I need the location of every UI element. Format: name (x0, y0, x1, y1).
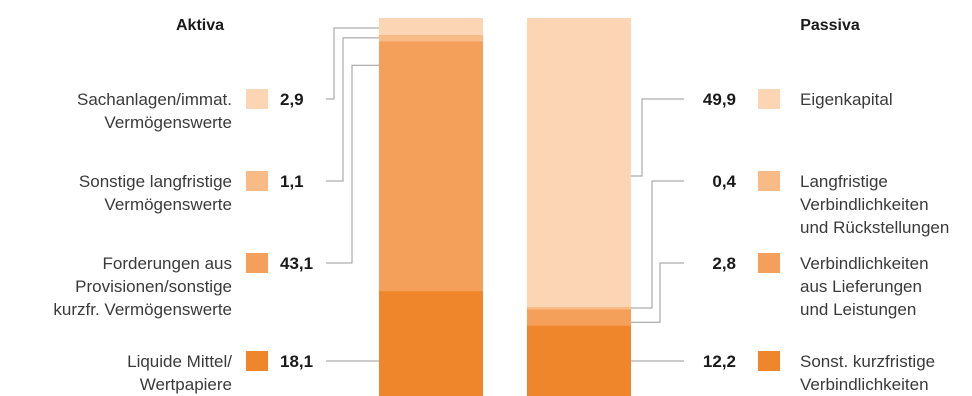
passiva-langfristige-value: 0,4 (712, 172, 736, 191)
passiva-sonst-kurzfristige-label-line: Sonst. kurzfristige (800, 352, 935, 371)
aktiva-sachanlagen-immat-label-line: Vermögenswerte (104, 113, 232, 132)
passiva-title: Passiva (800, 17, 860, 34)
passiva-bar-segment-langfristige (527, 306, 631, 310)
passiva-verbindlichkeiten-label-line: Verbindlichkeiten (800, 254, 929, 273)
passiva-verbindlichkeiten-label-line: aus Lieferungen (800, 277, 922, 296)
passiva-verbindlichkeiten-swatch (758, 253, 780, 273)
passiva-sonst-kurzfristige-value: 12,2 (703, 352, 736, 371)
aktiva-sachanlagen-immat-label-line: Sachanlagen/immat. (77, 90, 232, 109)
aktiva-sonstige-langfristige-value: 1,1 (280, 172, 304, 191)
aktiva-liquide-mittel-value: 18,1 (280, 352, 313, 371)
passiva-bar-segment-eigenkapital (527, 18, 631, 307)
passiva-bar-segment-verbindlichkeiten (527, 309, 631, 326)
passiva-verbindlichkeiten-value: 2,8 (712, 254, 736, 273)
aktiva-bar-segment-liquide-mittel (379, 291, 483, 396)
aktiva-sonstige-langfristige-label-line: Sonstige langfristige (79, 172, 232, 191)
aktiva-liquide-mittel-label-line: Liquide Mittel/ (127, 352, 232, 371)
aktiva-sonstige-langfristige-connector (326, 37, 379, 182)
aktiva-sachanlagen-immat-value: 2,9 (280, 90, 304, 109)
aktiva-forderungen-aus-value: 43,1 (280, 254, 313, 273)
passiva-langfristige-label-line: Verbindlichkeiten (800, 195, 929, 214)
aktiva-sachanlagen-immat-connector (326, 27, 379, 100)
bars-group (379, 18, 631, 396)
aktiva-bar-segment-forderungen-aus (379, 41, 483, 292)
aktiva-forderungen-aus-swatch (246, 253, 268, 273)
aktiva-forderungen-aus-label-line: kurzfr. Vermögenswerte (53, 300, 232, 319)
passiva-langfristige-label-line: Langfristige (800, 172, 888, 191)
passiva-eigenkapital-value: 49,9 (703, 90, 736, 109)
aktiva-liquide-mittel-swatch (246, 351, 268, 371)
passiva-eigenkapital-connector (631, 98, 684, 177)
passiva-verbindlichkeiten-connector (631, 262, 684, 323)
aktiva-sonstige-langfristige-swatch (246, 171, 268, 191)
passiva-sonst-kurzfristige-label-line: Verbindlichkeiten (800, 375, 929, 394)
aktiva-sachanlagen-immat-swatch (246, 89, 268, 109)
passiva-bar-segment-sonst-kurzfristige (527, 325, 631, 396)
aktiva-bar-segment-sonstige-langfristige (379, 34, 483, 42)
aktiva-bar-segment-sachanlagen-immat (379, 18, 483, 35)
aktiva-sonstige-langfristige-label-line: Vermögenswerte (104, 195, 232, 214)
aktiva-legend: Sachanlagen/immat. Vermögenswerte 2,9 Sonst… (53, 27, 379, 394)
passiva-langfristige-label-line: und Rückstellungen (800, 218, 949, 237)
passiva-verbindlichkeiten-label-line: und Leistungen (800, 300, 916, 319)
aktiva-forderungen-aus-label-line: Provisionen/sonstige (75, 277, 232, 296)
aktiva-forderungen-aus-connector (326, 64, 379, 264)
aktiva-liquide-mittel-label-line: Wertpapiere (140, 375, 232, 394)
passiva-langfristige-connector (631, 180, 684, 309)
aktiva-title: Aktiva (176, 17, 224, 34)
passiva-legend: 49,9 Eigenkapital 0,4 Langfristige Verbindli… (631, 89, 949, 394)
passiva-sonst-kurzfristige-swatch (758, 351, 780, 371)
passiva-eigenkapital-label-line: Eigenkapital (800, 90, 893, 109)
aktiva-forderungen-aus-label-line: Forderungen aus (103, 254, 232, 273)
passiva-eigenkapital-swatch (758, 89, 780, 109)
passiva-langfristige-swatch (758, 171, 780, 191)
